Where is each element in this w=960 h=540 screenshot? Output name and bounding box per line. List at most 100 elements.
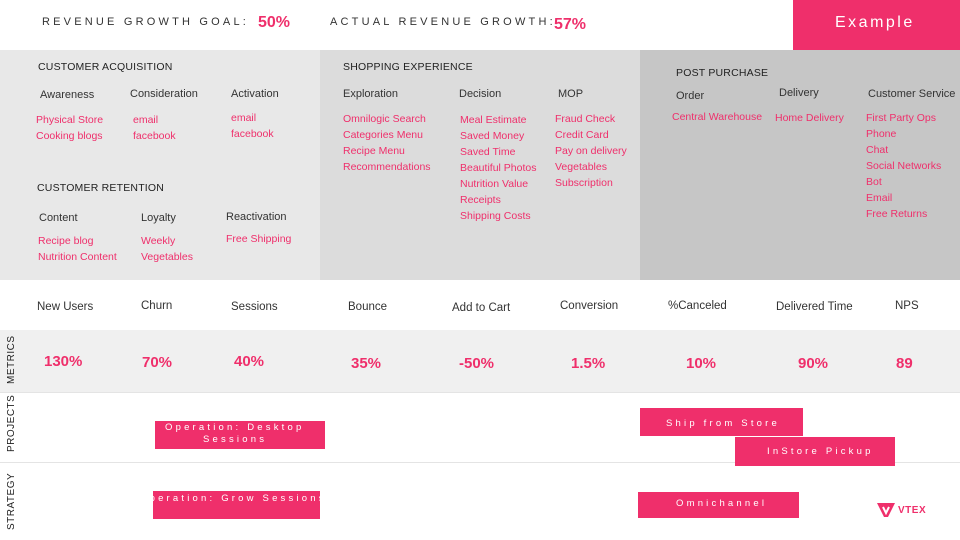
list-item: Omnilogic Search xyxy=(343,113,426,125)
section-title-shopping: SHOPPING EXPERIENCE xyxy=(343,61,473,73)
list-item: Email xyxy=(866,192,893,204)
list-item: Vegetables xyxy=(141,251,193,263)
project-bar-line: InStore Pickup xyxy=(767,446,874,457)
list-item: Cooking blogs xyxy=(36,130,103,142)
strategy-bar-grow-sessions: Operation: Grow Sessions xyxy=(153,491,320,519)
list-item: Nutrition Content xyxy=(38,251,117,263)
actual-growth-label: ACTUAL REVENUE GROWTH: xyxy=(330,16,556,28)
vtex-logo-text: VTEX xyxy=(898,505,927,516)
list-item: Recipe blog xyxy=(38,235,94,247)
band-acquisition-retention xyxy=(0,50,320,280)
list-item: facebook xyxy=(133,130,176,142)
list-item: Shipping Costs xyxy=(460,210,531,222)
list-exploration: Omnilogic Search Categories Menu Recipe … xyxy=(343,111,431,175)
side-label-metrics: METRICS xyxy=(6,335,17,385)
list-item: Physical Store xyxy=(36,114,104,126)
section-title-acquisition: CUSTOMER ACQUISITION xyxy=(38,61,173,73)
list-item: Chat xyxy=(866,144,889,156)
col-head-customer-service: Customer Service xyxy=(868,88,956,100)
list-item: Beautiful Photos xyxy=(460,162,537,174)
band-post-purchase xyxy=(640,50,960,280)
list-item: Vegetables xyxy=(555,161,607,173)
list-decision: Meal Estimate Saved Money Saved Time Bea… xyxy=(460,112,536,224)
metric-value-delivered-time: 90% xyxy=(798,355,829,372)
side-label-strategy: STRATEGY xyxy=(6,472,17,530)
list-item: Weekly xyxy=(141,235,176,247)
list-content: Recipe blog Nutrition Content xyxy=(38,233,117,265)
list-item: Receipts xyxy=(460,194,501,206)
actual-growth-value: 57% xyxy=(554,16,587,33)
list-item: Credit Card xyxy=(555,129,609,141)
project-bar-desktop-sessions: Operation: Desktop Sessions xyxy=(155,421,325,449)
metric-value-canceled: 10% xyxy=(686,355,717,372)
metric-value-churn: 70% xyxy=(142,354,173,371)
col-head-content: Content xyxy=(39,212,78,224)
metric-label-nps: NPS xyxy=(895,300,919,312)
list-item: Recipe Menu xyxy=(343,145,405,157)
example-banner: Example xyxy=(793,0,960,50)
list-item: Free Shipping xyxy=(226,233,292,245)
list-reactivation: Free Shipping xyxy=(226,231,291,247)
list-item: email xyxy=(231,112,257,124)
divider xyxy=(0,462,960,463)
revenue-goal-value: 50% xyxy=(258,14,291,31)
metric-label-conversion: Conversion xyxy=(560,300,619,312)
project-bar-line: Ship from Store xyxy=(666,418,780,429)
metric-label-canceled: %Canceled xyxy=(668,300,727,312)
strategy-bar-line: Omnichannel xyxy=(676,498,768,509)
metric-value-add-to-cart: -50% xyxy=(459,355,495,372)
list-item: Categories Menu xyxy=(343,129,423,141)
section-title-post-purchase: POST PURCHASE xyxy=(676,67,769,79)
metrics-band xyxy=(0,330,960,392)
list-item: Free Returns xyxy=(866,208,928,220)
col-head-activation: Activation xyxy=(231,88,279,100)
col-head-reactivation: Reactivation xyxy=(226,211,287,223)
list-activation: email facebook xyxy=(231,110,274,142)
example-label: Example xyxy=(835,14,915,31)
list-item: Phone xyxy=(866,128,897,140)
list-item: Pay on delivery xyxy=(555,145,627,157)
list-item: Recommendations xyxy=(343,161,431,173)
side-label-projects: PROJECTS xyxy=(6,394,17,452)
metric-label-delivered-time: Delivered Time xyxy=(776,301,853,313)
metric-label-sessions: Sessions xyxy=(231,301,278,313)
metric-label-new-users: New Users xyxy=(37,301,94,313)
project-bar-line: Operation: Desktop xyxy=(165,422,305,433)
project-bar-line: Sessions xyxy=(203,434,268,445)
revenue-goal-label: REVENUE GROWTH GOAL: xyxy=(42,16,250,28)
band-shopping-experience xyxy=(320,50,640,280)
col-head-loyalty: Loyalty xyxy=(141,212,176,224)
metric-value-conversion: 1.5% xyxy=(571,355,606,372)
project-bar-ship-from-store: Ship from Store xyxy=(640,408,803,436)
project-bar-instore-pickup: InStore Pickup xyxy=(735,437,895,466)
list-order: Central Warehouse xyxy=(672,109,762,125)
list-item: Saved Time xyxy=(460,146,516,158)
list-item: Home Delivery xyxy=(775,112,844,124)
list-item: Central Warehouse xyxy=(672,111,763,123)
metric-label-bounce: Bounce xyxy=(348,301,388,313)
list-awareness: Physical Store Cooking blogs xyxy=(36,112,103,144)
divider xyxy=(0,392,960,393)
strategy-bar-omnichannel: Omnichannel xyxy=(638,492,799,518)
list-item: Fraud Check xyxy=(555,113,616,125)
list-item: Nutrition Value xyxy=(460,178,529,190)
list-loyalty: Weekly Vegetables xyxy=(141,233,193,265)
col-head-consideration: Consideration xyxy=(130,88,198,100)
list-item: Meal Estimate xyxy=(460,114,527,126)
section-title-retention: CUSTOMER RETENTION xyxy=(37,182,165,194)
list-item: Subscription xyxy=(555,177,613,189)
metric-value-sessions: 40% xyxy=(234,353,265,370)
col-head-exploration: Exploration xyxy=(343,88,399,100)
col-head-mop: MOP xyxy=(558,88,584,100)
col-head-awareness: Awareness xyxy=(40,89,95,101)
metric-label-add-to-cart: Add to Cart xyxy=(452,302,511,314)
col-head-delivery: Delivery xyxy=(779,87,819,99)
vtex-logo-icon xyxy=(877,503,895,517)
metric-value-new-users: 130% xyxy=(44,353,83,370)
list-item: Bot xyxy=(866,176,882,188)
col-head-order: Order xyxy=(676,90,705,102)
list-customer-service: First Party Ops Phone Chat Social Networ… xyxy=(866,110,941,222)
list-item: First Party Ops xyxy=(866,112,937,124)
list-mop: Fraud Check Credit Card Pay on delivery … xyxy=(555,111,627,191)
list-item: email xyxy=(133,114,159,126)
